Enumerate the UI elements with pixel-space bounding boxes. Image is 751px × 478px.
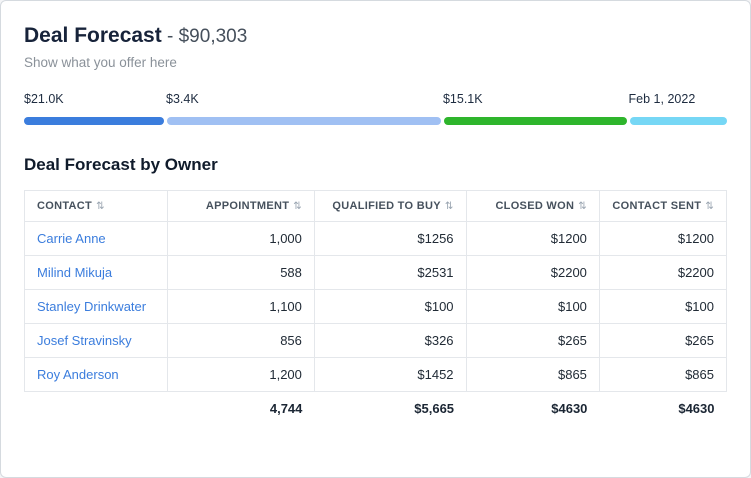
totals-cell: $5,665 <box>314 390 467 425</box>
progress-label: $21.0K <box>24 91 64 106</box>
sort-icon[interactable]: ⇅ <box>578 200 587 212</box>
value-cell: $2531 <box>313 254 467 290</box>
column-header-contact[interactable]: Contact ⇅ <box>24 189 168 222</box>
table-row: Carrie Anne 1,000 $1256 $1200 $1200 <box>24 220 728 256</box>
contact-cell: Josef Stravinsky <box>24 322 168 358</box>
value-cell: $865 <box>598 356 728 392</box>
progress-bar <box>24 116 727 125</box>
table-row: Milind Mikuja 588 $2531 $2200 $2200 <box>24 254 728 290</box>
contact-cell: Milind Mikuja <box>24 254 168 290</box>
progress-segment <box>629 116 727 125</box>
table-footer: 4,744 $5,665 $4630 $4630 <box>24 390 727 425</box>
value-cell: $100 <box>598 288 728 324</box>
page-title: Deal Forecast - $90,303 <box>24 23 727 49</box>
value-cell: 1,000 <box>166 220 315 256</box>
value-cell: $326 <box>313 322 467 358</box>
sort-icon[interactable]: ⇅ <box>96 200 105 212</box>
column-header-appointment[interactable]: Appointment ⇅ <box>166 189 315 222</box>
sort-icon[interactable]: ⇅ <box>293 200 302 212</box>
value-cell: $100 <box>313 288 467 324</box>
totals-cell: $4630 <box>599 390 727 425</box>
progress-label: $15.1K <box>442 91 483 106</box>
sort-icon[interactable]: ⇅ <box>705 200 714 212</box>
contact-link[interactable]: Stanley Drinkwater <box>37 298 147 314</box>
totals-cell: 4,744 <box>167 390 315 425</box>
table-header-row: Contact ⇅ Appointment ⇅ Qualified to buy ⇅ … <box>24 189 728 222</box>
value-cell: $265 <box>598 322 728 358</box>
value-cell: $1256 <box>313 220 467 256</box>
table-row: Josef Stravinsky 856 $326 $265 $265 <box>24 322 728 358</box>
totals-cell: $4630 <box>466 390 600 425</box>
contact-cell: Carrie Anne <box>24 220 168 256</box>
progress-segment <box>443 116 627 125</box>
page-title-text: Deal Forecast <box>24 24 162 47</box>
value-cell: 588 <box>166 254 315 290</box>
value-cell: $2200 <box>598 254 728 290</box>
value-cell: $1200 <box>598 220 728 256</box>
value-cell: $865 <box>465 356 600 392</box>
table-row: Roy Anderson 1,200 $1452 $865 $865 <box>24 356 728 392</box>
value-cell: $1452 <box>313 356 467 392</box>
progress-segment <box>167 116 441 125</box>
progress-label: Feb 1, 2022 <box>628 91 696 106</box>
progress-segment <box>24 116 165 125</box>
contact-link[interactable]: Roy Anderson <box>37 366 119 382</box>
totals-empty-cell <box>24 390 167 425</box>
contact-cell: Stanley Drinkwater <box>24 288 168 324</box>
column-header-closed-won[interactable]: Closed won ⇅ <box>465 189 600 222</box>
contact-link[interactable]: Milind Mikuja <box>37 264 113 280</box>
sort-icon[interactable]: ⇅ <box>444 200 454 212</box>
contact-link[interactable]: Carrie Anne <box>37 230 106 246</box>
value-cell: 1,100 <box>166 288 315 324</box>
table-row: Stanley Drinkwater 1,100 $100 $100 $100 <box>24 288 728 324</box>
value-cell: $265 <box>465 322 600 358</box>
value-cell: $2200 <box>465 254 600 290</box>
value-cell: 1,200 <box>166 356 315 392</box>
page-subtitle: Show what you offer here <box>24 54 177 70</box>
page-title-amount: - $90,303 <box>161 26 248 47</box>
value-cell: $100 <box>465 288 600 324</box>
contact-link[interactable]: Josef Stravinsky <box>37 332 132 348</box>
totals-row: 4,744 $5,665 $4630 $4630 <box>24 390 727 425</box>
table-body: Carrie Anne 1,000 $1256 $1200 $1200 Milind Mi… <box>24 220 728 392</box>
column-header-qualified-to-buy[interactable]: Qualified to buy ⇅ <box>313 189 467 222</box>
deal-forecast-table: Contact ⇅ Appointment ⇅ Qualified to buy ⇅ … <box>24 189 728 425</box>
contact-cell: Roy Anderson <box>24 356 168 392</box>
progress-labels: $21.0K $3.4K $15.1K Feb 1, 2022 <box>24 92 727 106</box>
value-cell: 856 <box>166 322 315 358</box>
table-title: Deal Forecast by Owner <box>24 154 218 174</box>
column-header-contact-sent[interactable]: Contact sent ⇅ <box>598 189 728 222</box>
value-cell: $1200 <box>465 220 600 256</box>
progress-label: $3.4K <box>166 91 199 106</box>
